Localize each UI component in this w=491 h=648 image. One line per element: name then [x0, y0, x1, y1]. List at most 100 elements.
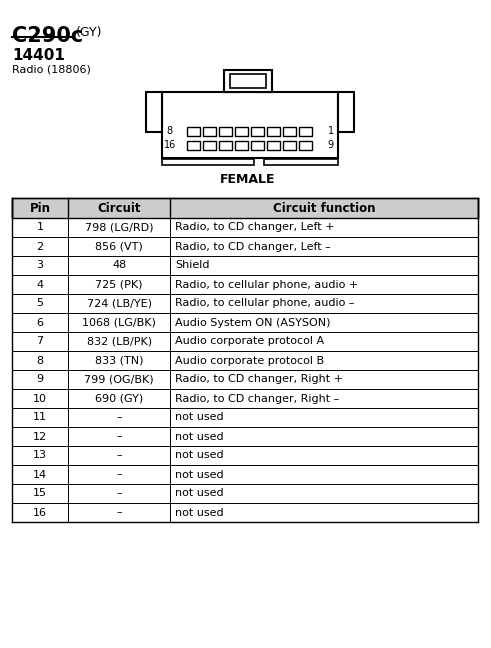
- Bar: [219, 141, 233, 150]
- Text: 7: 7: [36, 336, 44, 347]
- Text: FEMALE: FEMALE: [220, 173, 276, 186]
- Text: Circuit function: Circuit function: [273, 202, 376, 214]
- Text: 833 (TN): 833 (TN): [95, 356, 143, 365]
- Bar: [12, 503, 478, 522]
- Text: Radio, to CD changer, Left +: Radio, to CD changer, Left +: [175, 222, 335, 233]
- Bar: [12, 389, 478, 408]
- Text: –: –: [116, 470, 122, 480]
- Text: 8: 8: [166, 126, 172, 137]
- Bar: [283, 127, 297, 136]
- Bar: [259, 78, 271, 92]
- Bar: [300, 141, 312, 150]
- Text: –: –: [116, 489, 122, 498]
- Text: Pin: Pin: [29, 202, 51, 214]
- Bar: [283, 141, 297, 150]
- Bar: [162, 92, 338, 158]
- Text: 799 (OG/BK): 799 (OG/BK): [84, 375, 154, 384]
- Text: 13: 13: [33, 450, 47, 461]
- Text: 1: 1: [328, 126, 334, 137]
- Text: not used: not used: [175, 489, 224, 498]
- Text: 8: 8: [36, 356, 44, 365]
- Bar: [188, 127, 200, 136]
- Bar: [338, 92, 354, 132]
- Bar: [12, 465, 478, 484]
- Bar: [12, 408, 478, 427]
- Bar: [219, 127, 233, 136]
- Bar: [300, 127, 312, 136]
- Bar: [225, 78, 237, 92]
- Text: 11: 11: [33, 413, 47, 422]
- Text: (GY): (GY): [76, 26, 103, 39]
- Text: Circuit: Circuit: [97, 202, 141, 214]
- Bar: [12, 218, 478, 237]
- Bar: [268, 141, 280, 150]
- Text: 1068 (LG/BK): 1068 (LG/BK): [82, 318, 156, 327]
- Bar: [146, 92, 162, 132]
- Text: Radio, to CD changer, Right +: Radio, to CD changer, Right +: [175, 375, 343, 384]
- Text: Radio, to CD changer, Left –: Radio, to CD changer, Left –: [175, 242, 331, 251]
- Bar: [12, 332, 478, 351]
- Bar: [268, 127, 280, 136]
- Text: 48: 48: [112, 260, 126, 270]
- Text: 15: 15: [33, 489, 47, 498]
- Text: Audio System ON (ASYSON): Audio System ON (ASYSON): [175, 318, 331, 327]
- Text: 12: 12: [33, 432, 47, 441]
- Text: –: –: [116, 450, 122, 461]
- Text: not used: not used: [175, 450, 224, 461]
- Text: 724 (LB/YE): 724 (LB/YE): [87, 299, 152, 308]
- Bar: [188, 141, 200, 150]
- Text: 856 (VT): 856 (VT): [95, 242, 143, 251]
- Bar: [251, 141, 265, 150]
- Bar: [12, 313, 478, 332]
- Text: C290c: C290c: [12, 26, 83, 46]
- Bar: [12, 427, 478, 446]
- Text: not used: not used: [175, 470, 224, 480]
- Text: 14401: 14401: [12, 48, 65, 63]
- Text: –: –: [116, 432, 122, 441]
- Bar: [12, 294, 478, 313]
- Text: Radio, to CD changer, Right –: Radio, to CD changer, Right –: [175, 393, 340, 404]
- Bar: [12, 351, 478, 370]
- Text: 16: 16: [164, 141, 176, 150]
- Text: 690 (GY): 690 (GY): [95, 393, 143, 404]
- Text: not used: not used: [175, 432, 224, 441]
- Text: 9: 9: [328, 141, 334, 150]
- Bar: [236, 127, 248, 136]
- Text: not used: not used: [175, 413, 224, 422]
- Text: 16: 16: [33, 507, 47, 518]
- Bar: [12, 484, 478, 503]
- Bar: [12, 256, 478, 275]
- Text: Shield: Shield: [175, 260, 210, 270]
- Bar: [224, 70, 272, 92]
- Bar: [12, 237, 478, 256]
- Bar: [12, 198, 478, 218]
- Text: 798 (LG/RD): 798 (LG/RD): [85, 222, 153, 233]
- Bar: [203, 127, 217, 136]
- Bar: [12, 370, 478, 389]
- Text: Audio corporate protocol A: Audio corporate protocol A: [175, 336, 325, 347]
- Bar: [230, 74, 266, 88]
- Text: 725 (PK): 725 (PK): [95, 279, 143, 290]
- Text: Radio, to cellular phone, audio –: Radio, to cellular phone, audio –: [175, 299, 355, 308]
- Text: 5: 5: [36, 299, 44, 308]
- Text: –: –: [116, 413, 122, 422]
- Text: 832 (LB/PK): 832 (LB/PK): [86, 336, 152, 347]
- Bar: [12, 275, 478, 294]
- Bar: [251, 127, 265, 136]
- Text: 2: 2: [36, 242, 44, 251]
- Text: 14: 14: [33, 470, 47, 480]
- Text: 4: 4: [36, 279, 44, 290]
- Text: 6: 6: [36, 318, 44, 327]
- Text: Radio (18806): Radio (18806): [12, 65, 91, 75]
- Text: 3: 3: [36, 260, 44, 270]
- Text: 10: 10: [33, 393, 47, 404]
- Bar: [162, 159, 253, 165]
- Text: 1: 1: [36, 222, 44, 233]
- Text: Audio corporate protocol B: Audio corporate protocol B: [175, 356, 325, 365]
- Bar: [236, 141, 248, 150]
- Text: –: –: [116, 507, 122, 518]
- Text: not used: not used: [175, 507, 224, 518]
- Bar: [203, 141, 217, 150]
- Bar: [12, 446, 478, 465]
- Text: 9: 9: [36, 375, 44, 384]
